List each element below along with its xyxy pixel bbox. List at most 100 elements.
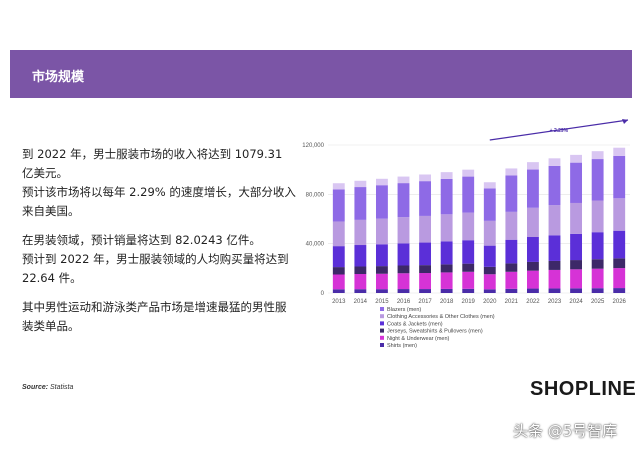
bar-segment (505, 168, 518, 176)
body-text: 到 2022 年，男士服装市场的收入将达到 1079.31 亿美元。 预计该市场… (22, 145, 297, 336)
bar-segment (419, 265, 432, 274)
bar-segment (419, 215, 432, 243)
x-tick-label: 2026 (613, 299, 627, 305)
bar-segment (332, 289, 345, 293)
bar-segment (591, 200, 604, 233)
bar-segment (483, 289, 496, 293)
bar-segment (375, 218, 388, 245)
bar-segment (613, 147, 626, 156)
bar-segment (526, 207, 539, 238)
bar-segment (440, 241, 453, 265)
bar-segment (462, 240, 475, 264)
bar-segment (591, 159, 604, 201)
watermark: 头条 @5号智库 (513, 422, 618, 440)
page-title: 市场规模 (32, 70, 85, 85)
bar-segment (526, 237, 539, 262)
bar-segment (548, 269, 561, 289)
bar-segment (613, 288, 626, 293)
bar-segment (397, 265, 410, 274)
bar-segment (440, 214, 453, 242)
bar-segment (354, 219, 367, 246)
bar-segment (397, 176, 410, 184)
bar-segment (526, 162, 539, 170)
bar-segment (548, 260, 561, 270)
bar-segment (483, 188, 496, 221)
bar-segment (526, 169, 539, 208)
bar-segment (375, 266, 388, 274)
bar-segment (332, 189, 345, 222)
bar-segment (570, 233, 583, 261)
bar-segment (613, 268, 626, 289)
bar-segment (591, 259, 604, 269)
bar-segment (354, 289, 367, 293)
y-tick-label: 40,000 (306, 242, 325, 248)
x-tick-label: 2014 (354, 299, 368, 305)
bar-segment (440, 272, 453, 289)
x-tick-label: 2013 (332, 299, 346, 305)
trend-label: + 2.29% (550, 128, 569, 134)
bar-segment (354, 266, 367, 275)
legend-label: Shirts (men) (387, 343, 417, 349)
bar-segment (505, 175, 518, 212)
legend-swatch (380, 321, 384, 326)
legend-label: Night & Underwear (men) (387, 336, 450, 342)
bar-segment (332, 267, 345, 275)
legend-swatch (380, 335, 384, 340)
bar-segment (505, 239, 518, 264)
bar-segment (397, 243, 410, 266)
bar-segment (526, 288, 539, 293)
bar-segment (332, 246, 345, 268)
bar-segment (505, 288, 518, 293)
bar-segment (548, 158, 561, 166)
para1-line1: 到 2022 年，男士服装市场的收入将达到 1079.31 亿美元。 (22, 147, 283, 180)
bar-segment (397, 289, 410, 293)
legend-label: Jerseys, Sweatshirts & Pullovers (men) (387, 329, 483, 335)
bar-segment (548, 205, 561, 236)
bar-segment (483, 274, 496, 290)
bar-segment (332, 221, 345, 247)
legend-swatch (380, 343, 384, 347)
bar-segment (613, 198, 626, 231)
shopline-logo: SHOPLINE (530, 378, 637, 400)
bar-segment (354, 245, 367, 267)
para1-line2: 预计该市场将以每年 2.29% 的速度增长，大部分收入来自美国。 (22, 185, 296, 218)
bar-segment (548, 165, 561, 206)
trend-arrow (489, 119, 629, 141)
bar-segment (570, 260, 583, 270)
x-tick-label: 2018 (440, 299, 454, 305)
bar-segment (591, 151, 604, 160)
bar-segment (375, 185, 388, 219)
bar-segment (548, 235, 561, 261)
legend-label: Clothing Accessories & Other Clothes (me… (387, 314, 495, 320)
legend-label: Blazers (men) (387, 307, 421, 313)
trend-arrowhead (622, 119, 628, 124)
source-note: Source: Statista (22, 384, 73, 391)
x-tick-label: 2017 (418, 299, 432, 305)
legend-swatch (380, 314, 384, 319)
bar-segment (613, 258, 626, 269)
y-tick-label: 80,000 (306, 192, 325, 198)
bar-segment (591, 232, 604, 260)
legend-swatch (380, 307, 384, 311)
x-tick-label: 2019 (462, 299, 476, 305)
bar-segment (462, 288, 475, 293)
bar-segment (570, 162, 583, 203)
bar-segment (375, 178, 388, 186)
bar-segment (570, 154, 583, 163)
bar-segment (397, 183, 410, 218)
bar-segment (483, 245, 496, 267)
bar-segment (440, 178, 453, 215)
x-tick-label: 2021 (505, 299, 519, 305)
bar-segment (526, 270, 539, 289)
bar-segment (440, 264, 453, 273)
bar-segment (505, 263, 518, 272)
bar-segment (419, 273, 432, 290)
bar-segment (375, 289, 388, 293)
bar-segment (462, 176, 475, 213)
bar-segment (591, 268, 604, 289)
bar-segment (483, 220, 496, 246)
x-tick-label: 2016 (397, 299, 411, 305)
bar-segment (483, 182, 496, 189)
bar-segment (354, 180, 367, 188)
